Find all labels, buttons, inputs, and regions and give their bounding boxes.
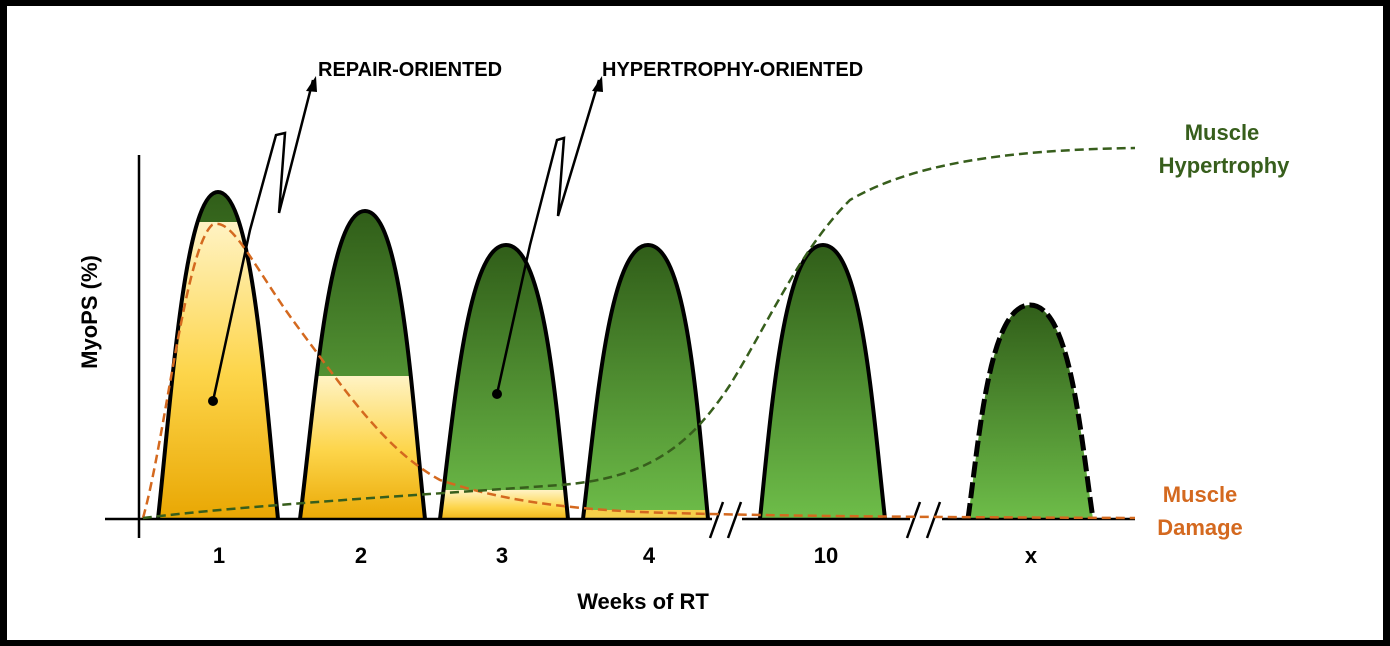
myops-diagram: REPAIR-ORIENTED HYPERTROPHY-ORIENTED Mus… (77, 59, 1291, 614)
repair-oriented-label: REPAIR-ORIENTED (318, 59, 502, 81)
week-label-1: 1 (213, 543, 225, 568)
muscle-damage-label-line1: Muscle (1163, 482, 1238, 507)
hump-week-x (965, 302, 1096, 520)
muscle-hypertrophy-curve (142, 146, 1136, 520)
muscle-damage-label-line2: Damage (1157, 515, 1243, 540)
hump-week-3 (438, 242, 570, 520)
axis-break-2 (905, 501, 942, 539)
hump-week-1 (156, 189, 280, 520)
week-label-3: 3 (496, 543, 508, 568)
week-label-10: 10 (814, 543, 838, 568)
x-axis-label: Weeks of RT (577, 589, 709, 614)
hypertrophy-oriented-label: HYPERTROPHY-ORIENTED (602, 59, 863, 81)
week-label-x: x (1025, 543, 1038, 568)
muscle-hypertrophy-label-line1: Muscle (1185, 120, 1260, 145)
week-label-2: 2 (355, 543, 367, 568)
week-label-4: 4 (643, 543, 656, 568)
muscle-hypertrophy-label-line2: Hypertrophy (1159, 153, 1291, 178)
diagram-panel: REPAIR-ORIENTED HYPERTROPHY-ORIENTED Mus… (7, 6, 1383, 640)
repair-callout-pointer (208, 76, 317, 406)
muscle-damage-curve (141, 222, 1136, 520)
axis-break-1 (708, 501, 743, 539)
y-axis-label: MyoPS (%) (77, 255, 102, 369)
hypertrophy-callout-pointer (492, 76, 603, 399)
hump-week-4 (581, 242, 710, 520)
hump-week-10 (758, 242, 887, 520)
hump-week-2 (298, 208, 427, 520)
